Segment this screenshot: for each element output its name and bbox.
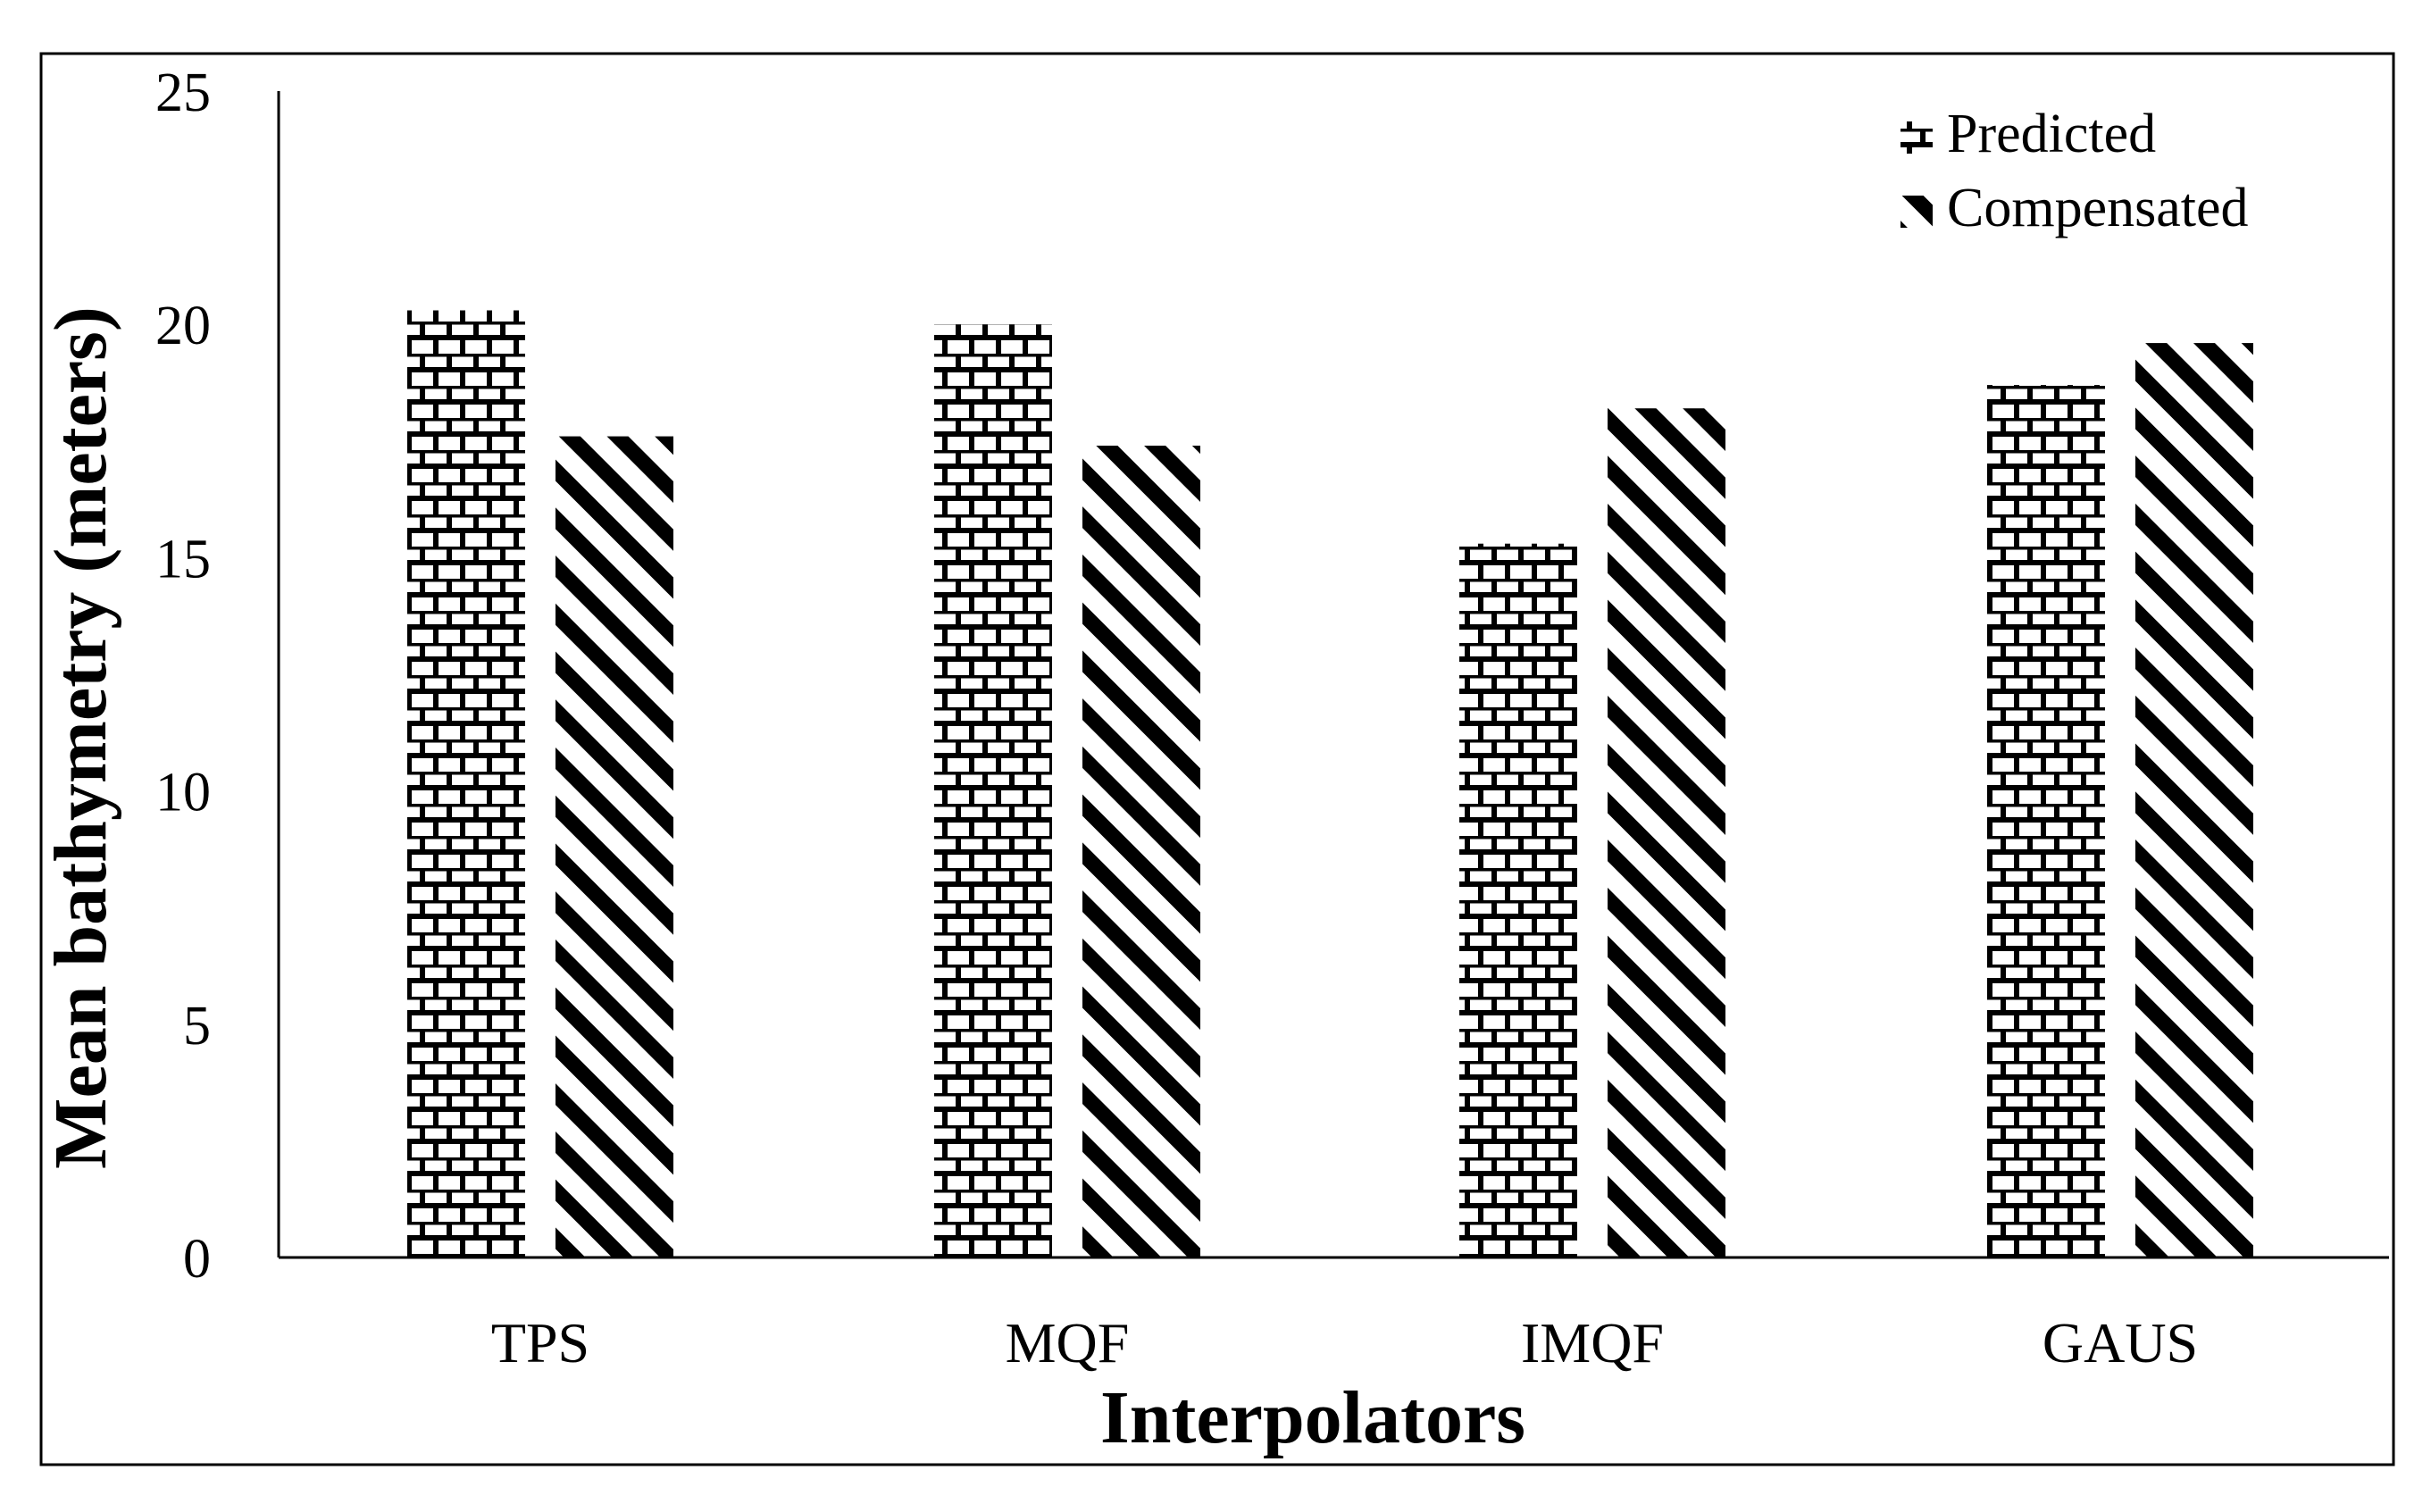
x-axis: TPS MQF IMQF GAUS xyxy=(279,1256,2389,1374)
bars xyxy=(407,310,2253,1258)
bar-predicted-tps xyxy=(407,310,525,1257)
x-tick-label: IMQF xyxy=(1521,1311,1664,1374)
y-tick-label: 0 xyxy=(183,1229,211,1290)
bar-compensated-tps xyxy=(556,436,673,1257)
x-tick-label: TPS xyxy=(491,1311,589,1374)
bar-predicted-gaus xyxy=(1987,385,2105,1257)
bar-compensated-imqf xyxy=(1608,408,1725,1257)
legend-swatch-compensated xyxy=(1901,196,1933,228)
legend: Predicted Compensated xyxy=(1901,104,2249,238)
bar-compensated-mqf xyxy=(1082,446,1200,1257)
y-tick-label: 10 xyxy=(155,763,211,823)
legend-swatch-predicted xyxy=(1901,121,1933,154)
x-tick-label: GAUS xyxy=(2043,1311,2198,1374)
legend-label-predicted: Predicted xyxy=(1947,104,2156,164)
x-axis-title: Interpolators xyxy=(1100,1376,1525,1459)
y-axis: 0 5 10 15 20 25 xyxy=(155,63,280,1290)
bar-compensated-gaus xyxy=(2135,343,2253,1257)
bar-predicted-mqf xyxy=(934,324,1052,1258)
x-tick-label: MQF xyxy=(1006,1311,1130,1374)
y-tick-label: 15 xyxy=(155,529,211,589)
y-axis-title: Mean bathymetry (meters) xyxy=(39,306,122,1169)
bar-predicted-imqf xyxy=(1459,543,1577,1257)
y-tick-label: 25 xyxy=(155,63,211,123)
legend-label-compensated: Compensated xyxy=(1947,178,2249,238)
y-tick-label: 5 xyxy=(183,996,211,1057)
y-tick-label: 20 xyxy=(155,296,211,356)
